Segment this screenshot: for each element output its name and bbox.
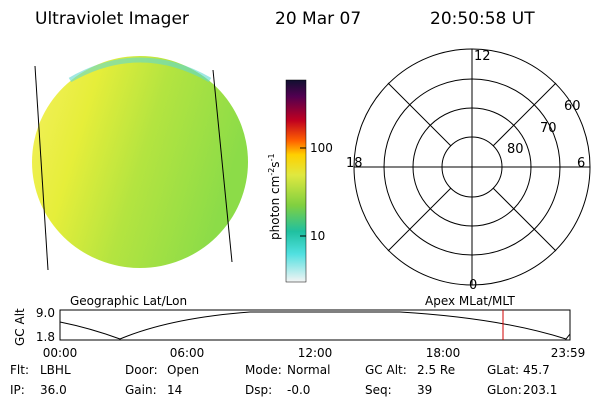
label-part: photon cm — [268, 176, 282, 240]
field-label: Flt: — [10, 363, 29, 377]
status-field: Mode: Normal — [245, 363, 330, 377]
timeline-title: Geographic Lat/Lon — [70, 294, 187, 308]
x-tick-label: 00:00 — [43, 346, 78, 360]
status-field: Dsp: -0.0 — [245, 383, 310, 397]
mlat-label: 80 — [507, 142, 524, 157]
x-tick-label: 18:00 — [426, 346, 461, 360]
y-tick-label: 9.0 — [36, 306, 55, 320]
date: 20 Mar 07 — [275, 9, 361, 29]
status-field: Seq: 39 — [365, 383, 432, 397]
mlat-label: 70 — [540, 121, 557, 136]
label-part: -2 — [267, 168, 276, 176]
status-field: Door: Open — [125, 363, 199, 377]
colorbar-label: photon cm-2s-1 — [267, 153, 282, 240]
field-value: 14 — [167, 383, 182, 397]
field-label: Dsp: — [245, 383, 272, 397]
field-label: Gain: — [125, 383, 157, 397]
y-axis-label: GC Alt — [13, 308, 27, 346]
field-label: Mode: — [245, 363, 282, 377]
status-field: Gain: 14 — [125, 383, 182, 397]
mlt-label: 12 — [474, 49, 491, 64]
x-tick-label: 06:00 — [170, 346, 205, 360]
colorbar-tick: 100 — [310, 141, 333, 155]
footer: Flt: LBHL Door: Open Mode: Normal GC Alt: 2.5 R… — [10, 363, 557, 397]
x-tick-label: 23:59 — [551, 346, 586, 360]
field-value: 2.5 Re — [417, 363, 455, 377]
x-tick-label: 12:00 — [298, 346, 333, 360]
field-value: 203.1 — [523, 383, 557, 397]
field-label: Door: — [125, 363, 158, 377]
field-value: 36.0 — [40, 383, 67, 397]
mlt-label: 6 — [577, 156, 585, 171]
field-label: GC Alt: — [365, 363, 407, 377]
field-value: Open — [167, 363, 199, 377]
status-field: IP: 36.0 — [10, 383, 67, 397]
colorbar — [285, 79, 307, 283]
mlt-label: 0 — [469, 278, 477, 293]
timeline-plot — [59, 309, 571, 341]
field-value: 45.7 — [523, 363, 550, 377]
field-label: GLat: — [487, 363, 519, 377]
status-field: GLon:203.1 — [487, 383, 557, 397]
status-field: Flt: LBHL — [10, 363, 71, 377]
field-label: IP: — [10, 383, 25, 397]
field-value: Normal — [287, 363, 330, 377]
instrument: Ultraviolet Imager — [35, 9, 189, 29]
field-label: Seq: — [365, 383, 392, 397]
field-value: 39 — [417, 383, 432, 397]
field-value: LBHL — [40, 363, 71, 377]
colorbar-tick: 10 — [310, 229, 325, 243]
mlt-label: 18 — [346, 156, 363, 171]
time: 20:50:58 UT — [430, 9, 535, 29]
mlat-label: 60 — [564, 99, 581, 114]
field-value: -0.0 — [287, 383, 310, 397]
label-part: s — [268, 161, 282, 167]
field-label: GLon: — [487, 383, 522, 397]
earth-image — [32, 56, 248, 271]
y-tick-label: 1.8 — [36, 330, 55, 344]
polar-grid — [353, 48, 591, 286]
status-field: GC Alt: 2.5 Re — [365, 363, 455, 377]
timeline-title: Apex MLat/MLT — [425, 294, 515, 308]
label-part: -1 — [267, 153, 276, 161]
status-field: GLat: 45.7 — [487, 363, 550, 377]
